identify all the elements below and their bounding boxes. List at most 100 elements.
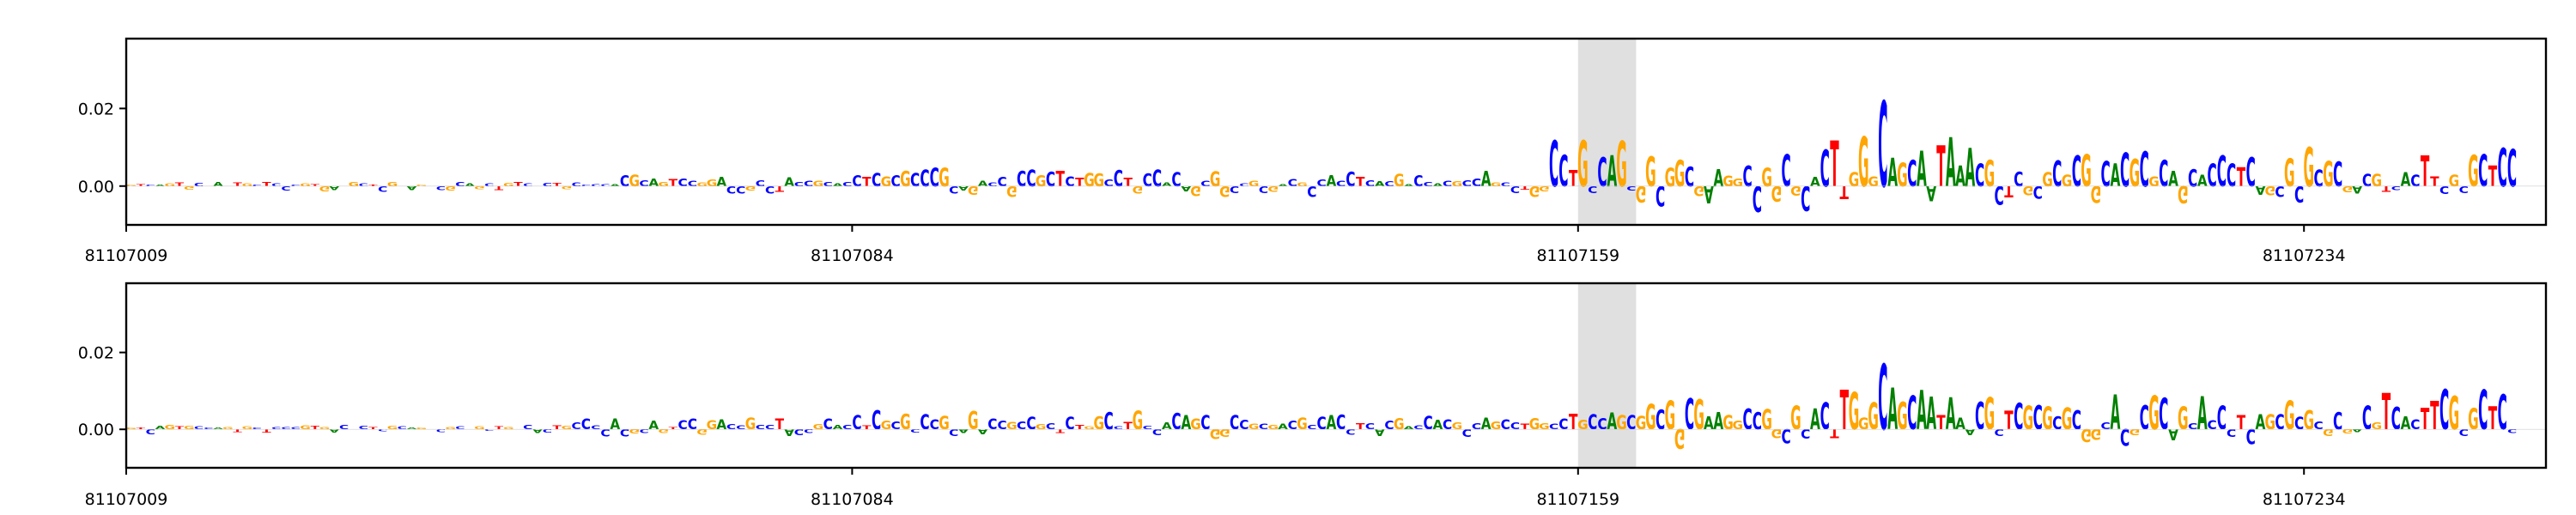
logo-letter: G xyxy=(164,424,175,431)
logo-letter: T xyxy=(1521,422,1530,432)
logo-letter: A xyxy=(1181,411,1191,434)
logo-letter: G xyxy=(1297,181,1308,187)
logo-letter: C xyxy=(2294,179,2304,206)
logo-letter: C xyxy=(1975,394,1984,439)
logo-letter: G xyxy=(1219,183,1230,200)
logo-letter: C xyxy=(436,428,446,433)
logo-letter: C xyxy=(2159,390,2168,439)
logo-letter: G xyxy=(2342,184,2354,194)
logo-letter: G xyxy=(1761,403,1772,436)
logo-letter: T xyxy=(311,184,320,187)
logo-letter: C xyxy=(1026,415,1036,434)
y-tick-label: 0.02 xyxy=(78,100,114,118)
logo-letter: A xyxy=(1375,427,1386,437)
logo-letter: T xyxy=(775,185,785,194)
logo-letter: T xyxy=(669,177,678,189)
logo-letter: G xyxy=(881,174,892,190)
logo-letter: C xyxy=(271,427,281,430)
logo-letter: T xyxy=(1830,129,1838,201)
logo-letter: C xyxy=(1171,409,1181,434)
logo-letter: T xyxy=(368,427,378,430)
logo-letter: G xyxy=(1771,426,1783,439)
logo-letter: A xyxy=(465,183,475,187)
logo-letter: C xyxy=(455,426,465,430)
logo-letter: C xyxy=(1782,145,1791,197)
logo-letter: C xyxy=(1307,183,1316,200)
logo-letter: T xyxy=(2237,162,2246,192)
logo-letter: C xyxy=(920,409,929,434)
logo-letter: A xyxy=(1375,179,1385,187)
logo-letter: C xyxy=(1443,417,1452,433)
logo-letter: G xyxy=(562,425,573,430)
logo-letter: C xyxy=(2072,147,2081,197)
logo-letter: C xyxy=(581,184,591,186)
x-tick-label: 81107234 xyxy=(2263,246,2346,265)
logo-letter: G xyxy=(1693,392,1704,439)
logo-letter: C xyxy=(1558,415,1568,433)
logo-letter: C xyxy=(726,423,736,431)
logo-letter: C xyxy=(2498,136,2507,199)
logo-letter: G xyxy=(2449,172,2460,191)
logo-letter: T xyxy=(1840,181,1850,202)
x-tick-label: 81107159 xyxy=(1536,246,1619,265)
logo-letter: G xyxy=(629,171,641,190)
logo-letter: C xyxy=(1307,423,1316,431)
logo-letter: G xyxy=(1249,423,1260,432)
logo-letter: C xyxy=(1384,179,1394,187)
logo-letter: T xyxy=(552,425,562,431)
logo-letter: A xyxy=(1810,174,1820,190)
logo-letter: A xyxy=(2197,389,2208,441)
logo-glyphs: G T C A G TGC A T G C T C C C G T G AG C T CGA G C GC AGC TG T C C T G… xyxy=(126,77,2517,218)
logo-letter: C xyxy=(1230,184,1239,194)
logo-letter: A xyxy=(958,428,969,435)
logo-letter: G xyxy=(125,427,137,430)
logo-letter: A xyxy=(978,427,988,435)
logo-letter: T xyxy=(2488,161,2498,193)
logo-letter: C xyxy=(1143,425,1152,431)
logo-letter: C xyxy=(1346,168,1355,191)
logo-letter: C xyxy=(852,411,861,434)
logo-letter: G xyxy=(1452,180,1463,188)
logo-letter: C xyxy=(1259,183,1268,193)
logo-letter: C xyxy=(1510,421,1520,432)
logo-letter: G xyxy=(2264,409,2275,434)
logo-letter: G xyxy=(2304,405,2315,435)
logo-letter: G xyxy=(2148,387,2160,441)
logo-letter: A xyxy=(1887,150,1898,197)
logo-letter: C xyxy=(2072,405,2081,435)
logo-letter: C xyxy=(1501,181,1510,187)
logo-letter: G xyxy=(1645,149,1656,197)
logo-letter: C xyxy=(1316,415,1326,433)
logo-letter: T xyxy=(1356,174,1365,190)
logo-letter: C xyxy=(726,183,736,195)
logo-letter: C xyxy=(1239,182,1249,187)
logo-letter: A xyxy=(1404,426,1414,430)
logo-letter: A xyxy=(532,428,543,434)
logo-letter: C xyxy=(2439,183,2449,195)
logo-letter: C xyxy=(804,428,813,434)
logo-letter: C xyxy=(2208,157,2217,194)
logo-letter: A xyxy=(978,179,988,187)
logo-letter: C xyxy=(1510,184,1520,194)
logo-letter: C xyxy=(1152,167,1162,193)
logo-letter: C xyxy=(1588,410,1597,435)
logo-letter: G xyxy=(2129,152,2141,196)
logo-letter: T xyxy=(2488,400,2497,437)
logo-letter: C xyxy=(1384,420,1394,433)
logo-letter: C xyxy=(436,185,446,191)
logo-letter: C xyxy=(2478,379,2488,442)
logo-letter: G xyxy=(1849,382,1860,442)
logo-letter: T xyxy=(175,426,185,430)
x-tick-label: 81107009 xyxy=(85,246,168,265)
logo-letter: C xyxy=(2217,400,2227,437)
logo-letter: T xyxy=(552,181,562,187)
logo-letter: C xyxy=(2313,421,2323,433)
logo-letter: C xyxy=(1588,184,1597,194)
logo-letter: T xyxy=(2004,182,2014,201)
logo-letter: G xyxy=(2323,427,2334,437)
logo-letter: A xyxy=(1917,380,1927,443)
logo-letter: G xyxy=(1722,412,1734,434)
logo-letter: C xyxy=(1801,426,1810,441)
logo-letter: T xyxy=(2421,404,2430,438)
logo-letter: C xyxy=(2313,166,2323,192)
